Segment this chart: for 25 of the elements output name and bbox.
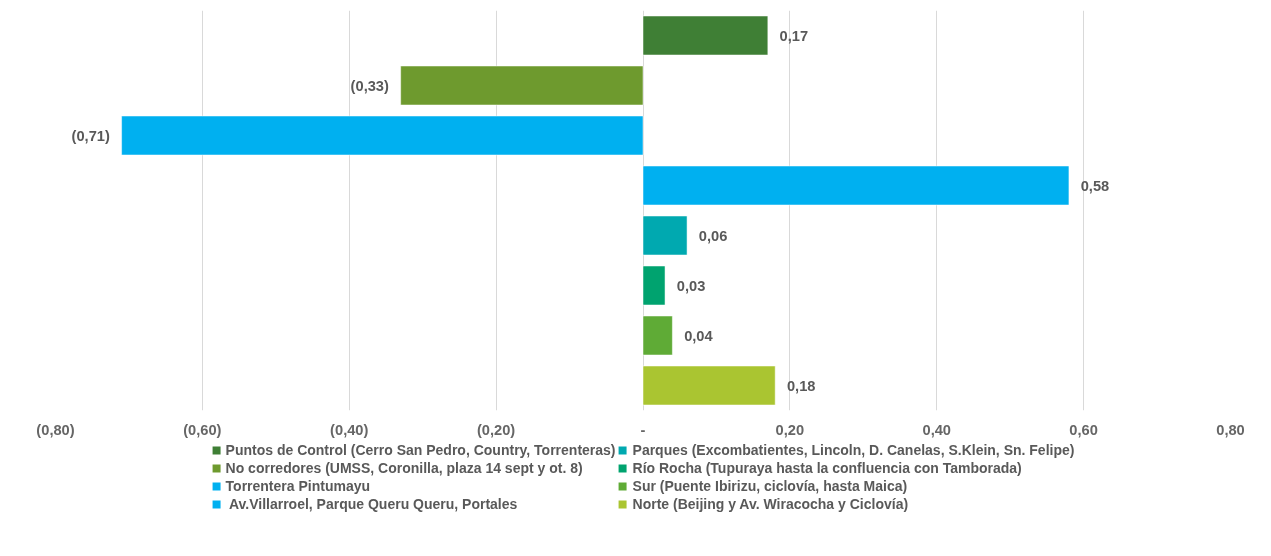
data-label: 0,58: [1080, 177, 1110, 194]
legend-label: Río Rocha (Tupuraya hasta la confluencia con Tamborada): [632, 460, 1022, 476]
data-label: 0,04: [684, 327, 714, 344]
x-tick-label: 0,60: [1069, 421, 1098, 438]
legend-label: Av.Villarroel, Parque Queru Queru, Portales: [227, 496, 518, 512]
x-tick-label: (0,40): [330, 421, 369, 438]
x-tick-label: -: [640, 421, 646, 438]
data-label: (0,71): [71, 127, 110, 144]
data-label: 0,18: [786, 377, 816, 394]
x-tick-label: 0,20: [775, 421, 805, 438]
data-label: 0,17: [779, 27, 809, 44]
x-tick-label: (0,80): [36, 421, 75, 438]
legend-label: Norte (Beijing y Av. Wiracocha y Ciclovía): [632, 496, 909, 512]
legend-label: Parques (Excombatientes, Lincoln, D. Canelas, S.Klein, Sn. Felipe): [632, 442, 1075, 458]
x-tick-label: (0,20): [476, 421, 516, 438]
data-label: 0,03: [676, 277, 706, 294]
data-label: 0,06: [698, 227, 728, 244]
legend-label: No corredores (UMSS, Coronilla, plaza 14 sept y ot. 8): [225, 460, 583, 476]
legend-label: Sur (Puente Ibirizu, ciclovía, hasta Maica): [632, 478, 908, 494]
legend-label: Puntos de Control (Cerro San Pedro, Country, Torrenteras): [225, 442, 616, 458]
x-tick-label: 0,40: [922, 421, 952, 438]
x-tick-label: (0,60): [183, 421, 222, 438]
legend-label: Torrentera Pintumayu: [225, 478, 371, 494]
data-label: (0,33): [350, 77, 390, 94]
x-tick-label: 0,80: [1216, 421, 1245, 438]
